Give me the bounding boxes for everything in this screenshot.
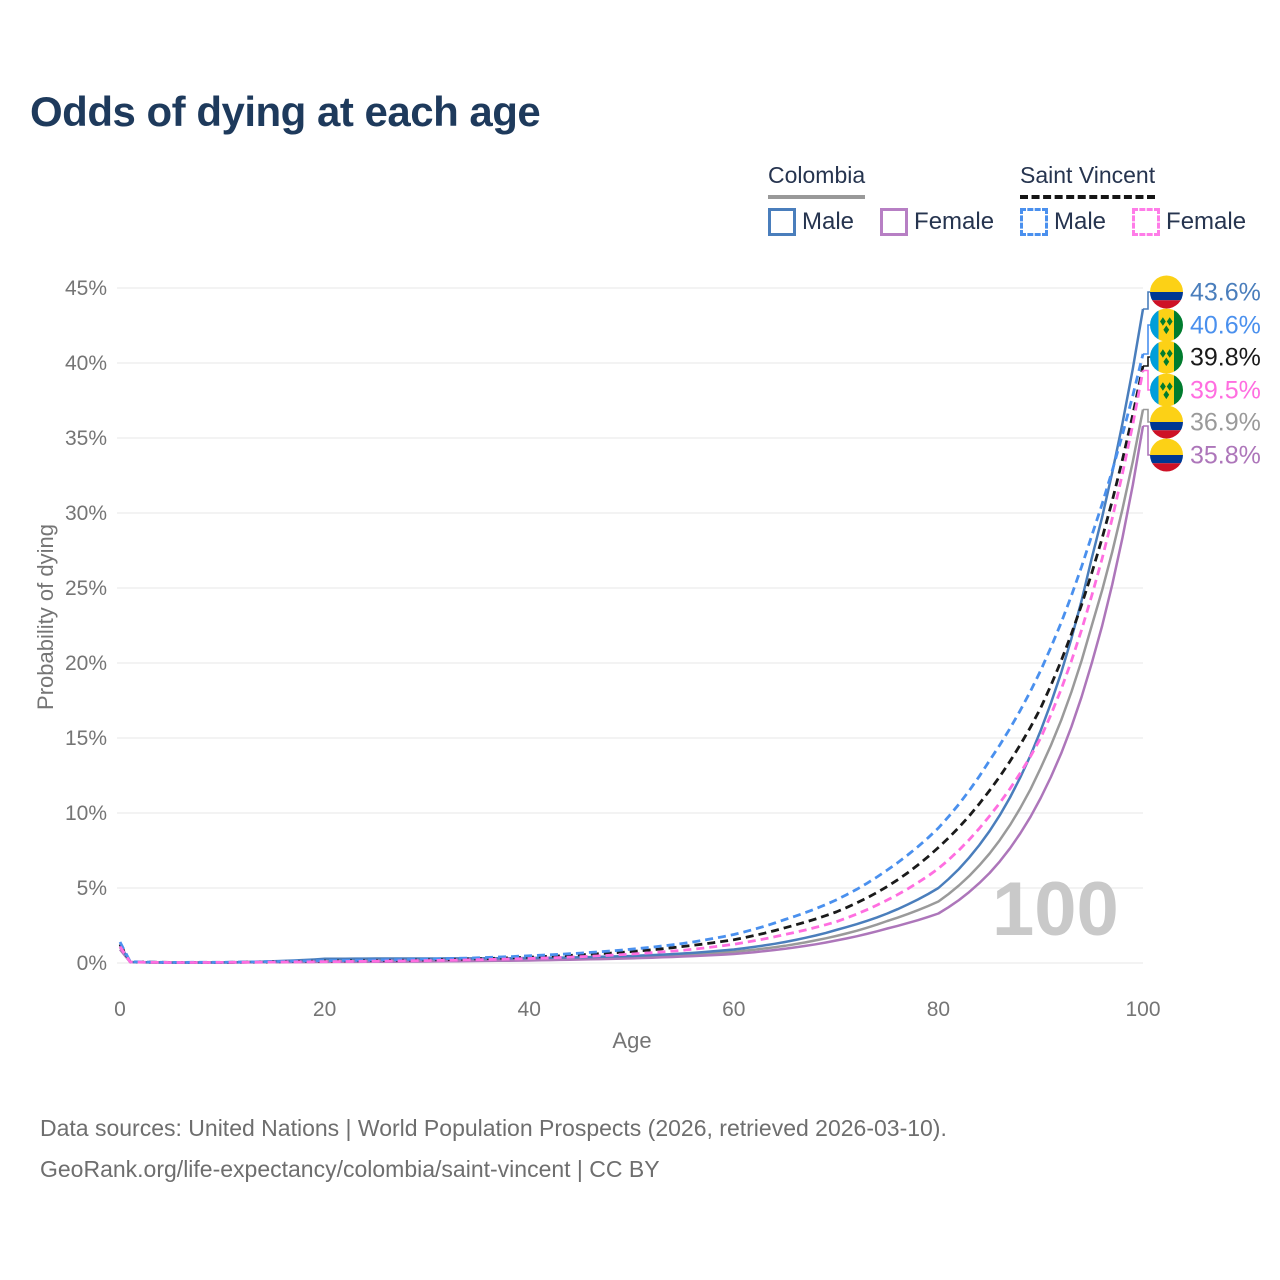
- y-tick-label: 40%: [65, 352, 107, 375]
- y-tick-label: 10%: [65, 802, 107, 825]
- y-tick-label: 20%: [65, 652, 107, 675]
- colombia-flag-icon: [1150, 275, 1183, 309]
- legend-group-saint-vincent: Saint Vincent Male Female: [1020, 162, 1272, 236]
- y-tick-label: 30%: [65, 502, 107, 525]
- series-line-colombia-both[interactable]: [118, 409, 1145, 964]
- saint-vincent-flag-icon: [1150, 340, 1183, 374]
- legend-colombia-male-label: Male: [802, 208, 855, 235]
- end-label-colombia-female: 35.8%: [1190, 442, 1261, 470]
- end-label-colombia-male: 43.6%: [1190, 279, 1261, 307]
- legend-saint-vincent-male-label: Male: [1054, 208, 1107, 235]
- colombia-flag-icon: [1150, 438, 1183, 472]
- saint-vincent-flag-icon: [1150, 373, 1183, 407]
- age-watermark: 100: [992, 867, 1119, 952]
- x-tick-label: 40: [518, 998, 541, 1021]
- colombia-female-swatch-icon: [880, 208, 909, 236]
- y-tick-label: 45%: [65, 277, 107, 300]
- footer-sources-line: Data sources: United Nations | World Pop…: [40, 1115, 947, 1141]
- x-tick-label: 20: [313, 998, 336, 1021]
- series-line-saint-vincent-female[interactable]: [118, 370, 1145, 964]
- legend-saint-vincent-label: Saint Vincent: [1020, 162, 1156, 188]
- legend-saint-vincent-header: Saint Vincent: [1020, 162, 1156, 199]
- legend-colombia-female-label: Female: [914, 208, 995, 235]
- x-axis-title: Age: [612, 1028, 652, 1053]
- y-tick-label: 15%: [65, 727, 107, 750]
- page-title: Odds of dying at each age: [30, 88, 541, 135]
- y-tick-label: 5%: [77, 877, 107, 900]
- x-tick-label: 60: [722, 998, 745, 1021]
- saint-vincent-flag-icon: [1150, 308, 1183, 342]
- legend-colombia-label: Colombia: [768, 162, 866, 188]
- series-line-colombia-male[interactable]: [118, 308, 1145, 964]
- footer-attribution-line: GeoRank.org/life-expectancy/colombia/sai…: [40, 1155, 660, 1182]
- series-line-saint-vincent-both[interactable]: [118, 365, 1145, 964]
- series-line-colombia-female[interactable]: [119, 425, 1145, 964]
- legend-group-colombia: Colombia Male Female: [768, 162, 1020, 236]
- end-connector-saint-vincent-female: [1143, 369, 1151, 391]
- end-label-saint-vincent-female: 39.5%: [1190, 377, 1261, 405]
- y-tick-label: 25%: [65, 577, 107, 600]
- y-tick-label: 35%: [65, 427, 107, 450]
- legend-saint-vincent-female-label: Female: [1166, 208, 1247, 235]
- y-axis-title: Probability of dying: [33, 524, 58, 710]
- end-connector-colombia-male: [1143, 291, 1151, 310]
- end-connector-saint-vincent-both: [1143, 356, 1151, 367]
- end-connector-saint-vincent-male: [1143, 324, 1151, 355]
- saint-vincent-female-swatch-icon: [1132, 208, 1161, 236]
- end-label-colombia-both: 36.9%: [1190, 409, 1261, 437]
- x-tick-label: 80: [927, 998, 950, 1021]
- y-tick-label: 0%: [77, 952, 107, 975]
- data-sources-footer: Data sources: United Nations | World Pop…: [40, 1108, 947, 1190]
- legend-colombia-header: Colombia: [768, 162, 866, 199]
- series-line-saint-vincent-male[interactable]: [118, 353, 1145, 964]
- end-connector-colombia-female: [1143, 425, 1151, 456]
- end-label-saint-vincent-both: 39.8%: [1190, 344, 1261, 372]
- colombia-male-swatch-icon: [768, 208, 796, 236]
- colombia-flag-icon: [1150, 405, 1183, 439]
- end-label-saint-vincent-male: 40.6%: [1190, 312, 1261, 340]
- x-tick-label: 100: [1125, 998, 1160, 1021]
- saint-vincent-male-swatch-icon: [1020, 208, 1048, 236]
- end-connector-colombia-both: [1143, 408, 1151, 423]
- x-tick-label: 0: [114, 998, 126, 1021]
